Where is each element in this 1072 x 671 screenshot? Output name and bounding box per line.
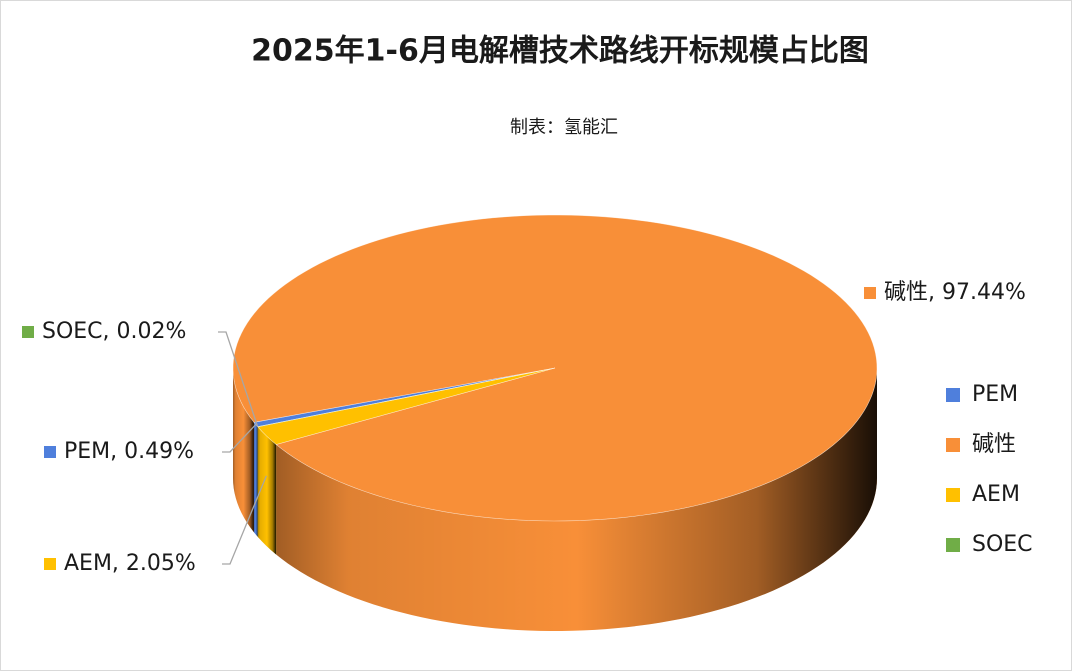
legend-label: 碱性 (972, 432, 1016, 457)
legend-marker (946, 438, 960, 452)
label-marker (22, 326, 34, 338)
legend-marker (946, 488, 960, 502)
data-label: SOEC, 0.02% (42, 319, 186, 344)
leader-line (222, 424, 257, 453)
label-marker (864, 287, 876, 299)
legend-label: AEM (972, 482, 1020, 507)
data-label: AEM, 2.05% (64, 551, 196, 576)
pie-side-shade (276, 368, 877, 631)
data-label: PEM, 0.49% (64, 439, 194, 464)
leader-line (218, 331, 259, 427)
pie-slice (257, 367, 556, 428)
chart-title: 2025年1-6月电解槽技术路线开标规模占比图 (251, 34, 869, 69)
leader-line (222, 475, 267, 565)
label-marker (44, 446, 56, 458)
pie-side-shade (257, 426, 277, 555)
legend-label: SOEC (972, 532, 1033, 557)
data-label: 碱性, 97.44% (884, 280, 1026, 305)
pie-side-shade (253, 422, 258, 537)
chart-subtitle: 制表：氢能汇 (510, 117, 618, 138)
legend-marker (946, 388, 960, 402)
label-marker (44, 558, 56, 570)
legend-marker (946, 538, 960, 552)
pie-side-shade (233, 368, 254, 533)
legend-label: PEM (972, 382, 1018, 407)
